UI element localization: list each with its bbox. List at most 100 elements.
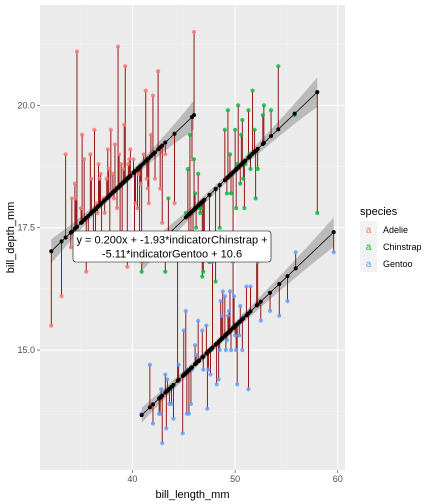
fitted-point [255, 302, 260, 307]
data-point-adelie [84, 269, 89, 274]
data-point-adelie [116, 152, 122, 157]
data-point-chinstrap [239, 132, 244, 137]
data-point-adelie [128, 147, 133, 152]
data-point-gentoo [205, 406, 210, 411]
data-point-adelie [145, 186, 150, 191]
data-point-gentoo [331, 250, 336, 255]
data-point-chinstrap [225, 108, 231, 113]
x-tick-label: 50 [230, 474, 240, 484]
data-point-gentoo [225, 313, 231, 318]
data-point-chinstrap [139, 269, 144, 274]
data-point-chinstrap [228, 191, 234, 196]
data-point-adelie [98, 171, 103, 176]
fitted-point [69, 229, 74, 234]
data-point-adelie [74, 49, 80, 54]
data-point-adelie [152, 176, 158, 181]
data-point-chinstrap [241, 176, 246, 181]
data-point-chinstrap [217, 225, 222, 230]
fitted-point [276, 127, 281, 132]
x-axis-ticks: 40 50 60 [127, 470, 343, 484]
fitted-point [163, 140, 168, 145]
y-axis-title: bill_depth_mm [5, 202, 17, 274]
data-point-adelie [95, 210, 100, 216]
data-point-chinstrap [250, 88, 255, 93]
data-point-adelie [138, 181, 143, 186]
data-point-chinstrap [235, 161, 240, 167]
data-point-adelie [104, 176, 109, 181]
y-axis-ticks: 15.0 17.5 20.0 [17, 100, 40, 355]
data-point-chinstrap [234, 206, 239, 211]
data-point-chinstrap [236, 103, 241, 108]
data-point-gentoo [201, 367, 206, 372]
data-point-adelie [114, 206, 120, 211]
data-point-adelie [97, 176, 102, 181]
data-point-chinstrap [252, 127, 257, 132]
fitted-point [74, 224, 79, 229]
x-tick-label: 60 [333, 474, 343, 484]
legend-label-chinstrap: Chinstrap [383, 242, 422, 252]
fitted-point [315, 90, 320, 95]
fitted-point [49, 249, 54, 254]
data-point-gentoo [208, 372, 213, 377]
data-point-adelie [105, 147, 110, 152]
data-point-adelie [89, 176, 94, 181]
y-tick-label: 17.5 [17, 223, 35, 233]
data-point-chinstrap [261, 103, 266, 108]
legend-key-glyph: a [366, 259, 372, 270]
data-point-gentoo [226, 308, 232, 314]
data-point-gentoo [235, 382, 240, 387]
data-point-chinstrap [193, 225, 199, 230]
data-point-adelie [63, 152, 68, 157]
fitted-point [59, 239, 64, 244]
legend-title: species [360, 206, 398, 218]
fitted-point [153, 150, 158, 155]
data-point-gentoo [293, 250, 298, 255]
data-point-adelie [125, 264, 130, 269]
fitted-point [213, 187, 218, 192]
fitted-point [171, 382, 176, 387]
data-point-adelie [111, 196, 117, 201]
data-point-gentoo [238, 303, 243, 309]
data-point-adelie [135, 206, 140, 211]
data-point-adelie [146, 201, 151, 206]
fitted-point [128, 173, 133, 178]
data-point-gentoo [237, 333, 242, 338]
data-point-gentoo [231, 294, 237, 299]
data-point-adelie [158, 186, 163, 191]
data-point-gentoo [234, 347, 239, 353]
equation-line-1: y = 0.200x + -1.93*indicatorChinstrap + [76, 235, 267, 247]
fitted-point [160, 143, 165, 148]
data-point-adelie [155, 68, 161, 74]
data-point-chinstrap [222, 127, 227, 132]
data-point-gentoo [214, 382, 219, 387]
data-point-adelie [110, 171, 116, 176]
equation-box [72, 230, 272, 263]
data-point-gentoo [188, 401, 194, 407]
data-point-gentoo [222, 294, 227, 299]
fitted-point [268, 290, 273, 295]
major-gridlines [40, 5, 345, 470]
fitted-point [207, 192, 212, 197]
data-point-adelie [126, 161, 131, 167]
data-point-gentoo [183, 308, 188, 314]
data-point-adelie [136, 171, 141, 176]
data-point-adelie [127, 157, 132, 162]
data-point-adelie [78, 206, 84, 211]
data-point-adelie [88, 152, 93, 157]
fitted-point [331, 230, 336, 235]
fitted-point [269, 134, 274, 139]
data-point-chinstrap [191, 157, 197, 162]
fitted-point [293, 266, 298, 271]
data-point-gentoo [246, 387, 251, 392]
data-point-gentoo [248, 284, 253, 289]
equation-line-2: -5.11*indicatorGentoo + 10.6 [102, 249, 242, 261]
data-point-gentoo [244, 284, 249, 289]
data-point-adelie [160, 220, 165, 225]
data-point-gentoo [150, 421, 156, 426]
data-point-gentoo [165, 377, 170, 382]
data-point-adelie [94, 201, 99, 206]
data-point-chinstrap [213, 279, 218, 284]
data-point-adelie [92, 127, 97, 132]
data-point-adelie [148, 132, 154, 137]
fitted-point [243, 158, 248, 163]
